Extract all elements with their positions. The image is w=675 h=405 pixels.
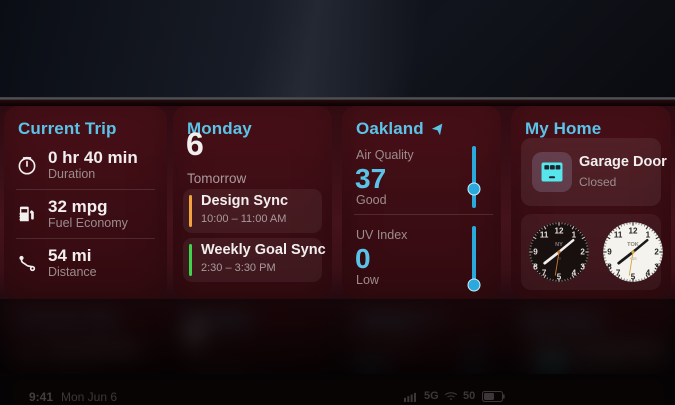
svg-text:4: 4	[572, 269, 577, 278]
svg-text:2: 2	[580, 247, 585, 256]
svg-text:12: 12	[629, 226, 638, 235]
svg-text:1: 1	[572, 231, 577, 240]
svg-text:9: 9	[607, 247, 612, 256]
svg-text:1: 1	[646, 231, 651, 240]
svg-text:11: 11	[540, 231, 549, 240]
svg-text:3: 3	[580, 262, 585, 271]
svg-text:2: 2	[654, 247, 659, 256]
svg-text:NY: NY	[555, 242, 563, 248]
svg-text:12: 12	[555, 226, 564, 235]
svg-text:3: 3	[654, 262, 659, 271]
svg-text:8: 8	[607, 262, 612, 271]
svg-text:8: 8	[533, 262, 538, 271]
svg-text:11: 11	[614, 231, 623, 240]
svg-text:5: 5	[557, 272, 562, 281]
svg-text:7: 7	[542, 269, 547, 278]
svg-text:4: 4	[646, 269, 651, 278]
svg-text:TOK: TOK	[627, 242, 639, 248]
svg-text:+16: +16	[629, 256, 637, 261]
svg-text:5: 5	[631, 272, 636, 281]
svg-text:9: 9	[533, 247, 538, 256]
svg-text:7: 7	[616, 269, 621, 278]
